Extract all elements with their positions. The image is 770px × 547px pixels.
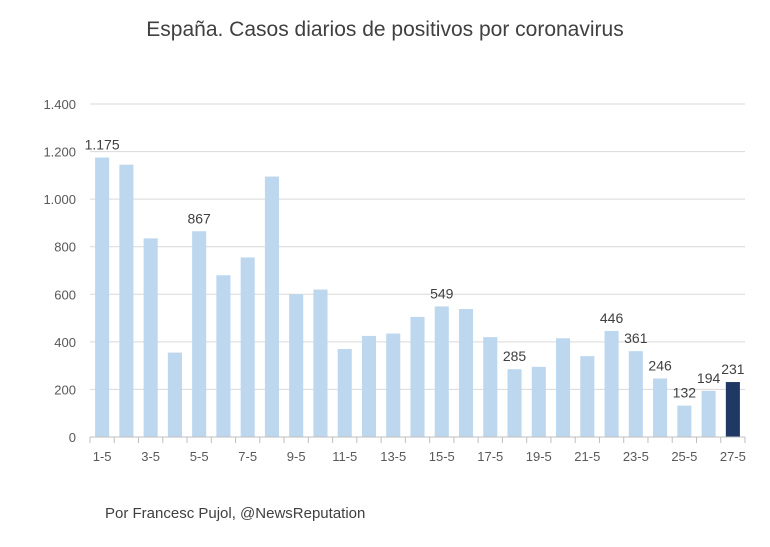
data-label: 285: [503, 348, 527, 364]
x-tick-label: 27-5: [720, 449, 746, 464]
bar: [556, 338, 571, 437]
y-tick-label: 800: [54, 240, 76, 255]
data-label: 132: [673, 385, 697, 401]
bar: [458, 309, 474, 437]
bar: [289, 294, 304, 437]
data-label: 194: [697, 370, 721, 386]
bar: [677, 405, 692, 437]
chart-title: España. Casos diarios de positivos por c…: [146, 18, 624, 41]
bar: [483, 337, 498, 437]
bar: [434, 306, 449, 437]
x-tick-label: 1-5: [93, 449, 112, 464]
data-label: 446: [600, 310, 624, 326]
x-tick-label: 13-5: [380, 449, 406, 464]
y-tick-label: 1.000: [43, 192, 76, 207]
bar: [264, 176, 279, 437]
bar: [725, 382, 740, 437]
data-label: 549: [430, 285, 454, 301]
data-label: 361: [624, 330, 648, 346]
bar: [507, 369, 522, 437]
y-tick-label: 0: [69, 430, 76, 445]
bar: [119, 164, 134, 437]
x-tick-label: 3-5: [141, 449, 160, 464]
x-tick-label: 21-5: [574, 449, 600, 464]
bar: [361, 335, 377, 437]
bar: [701, 390, 716, 437]
bar: [386, 333, 401, 437]
y-tick-label: 1.200: [43, 145, 76, 160]
data-label: 1.175: [85, 137, 120, 153]
x-tick-label: 15-5: [429, 449, 455, 464]
x-tick-label: 17-5: [477, 449, 503, 464]
bar: [192, 231, 207, 437]
bar: [167, 352, 182, 437]
bar: [580, 356, 595, 437]
x-tick-label: 11-5: [332, 449, 357, 464]
bar: [240, 257, 255, 437]
y-tick-label: 200: [54, 382, 76, 397]
data-label: 246: [648, 357, 672, 373]
bar: [628, 351, 643, 437]
data-label: 867: [187, 210, 211, 226]
x-tick-label: 25-5: [671, 449, 697, 464]
x-tick-label: 7-5: [238, 449, 257, 464]
bar: [410, 316, 425, 437]
bar: [653, 378, 668, 437]
y-tick-label: 1.400: [43, 97, 76, 112]
bar: [313, 289, 328, 437]
x-tick-label: 5-5: [190, 449, 209, 464]
bar: [95, 157, 110, 437]
y-tick-label: 400: [54, 335, 76, 350]
x-tick-label: 19-5: [526, 449, 552, 464]
bar: [531, 366, 546, 437]
bar: [604, 330, 619, 437]
y-tick-label: 600: [54, 287, 76, 302]
data-label: 231: [721, 361, 745, 377]
bar: [337, 348, 352, 437]
x-tick-label: 23-5: [623, 449, 649, 464]
bar: [216, 275, 231, 437]
x-tick-label: 9-5: [287, 449, 306, 464]
bar: [143, 238, 158, 437]
credit-text: Por Francesc Pujol, @NewsReputation: [105, 505, 366, 522]
